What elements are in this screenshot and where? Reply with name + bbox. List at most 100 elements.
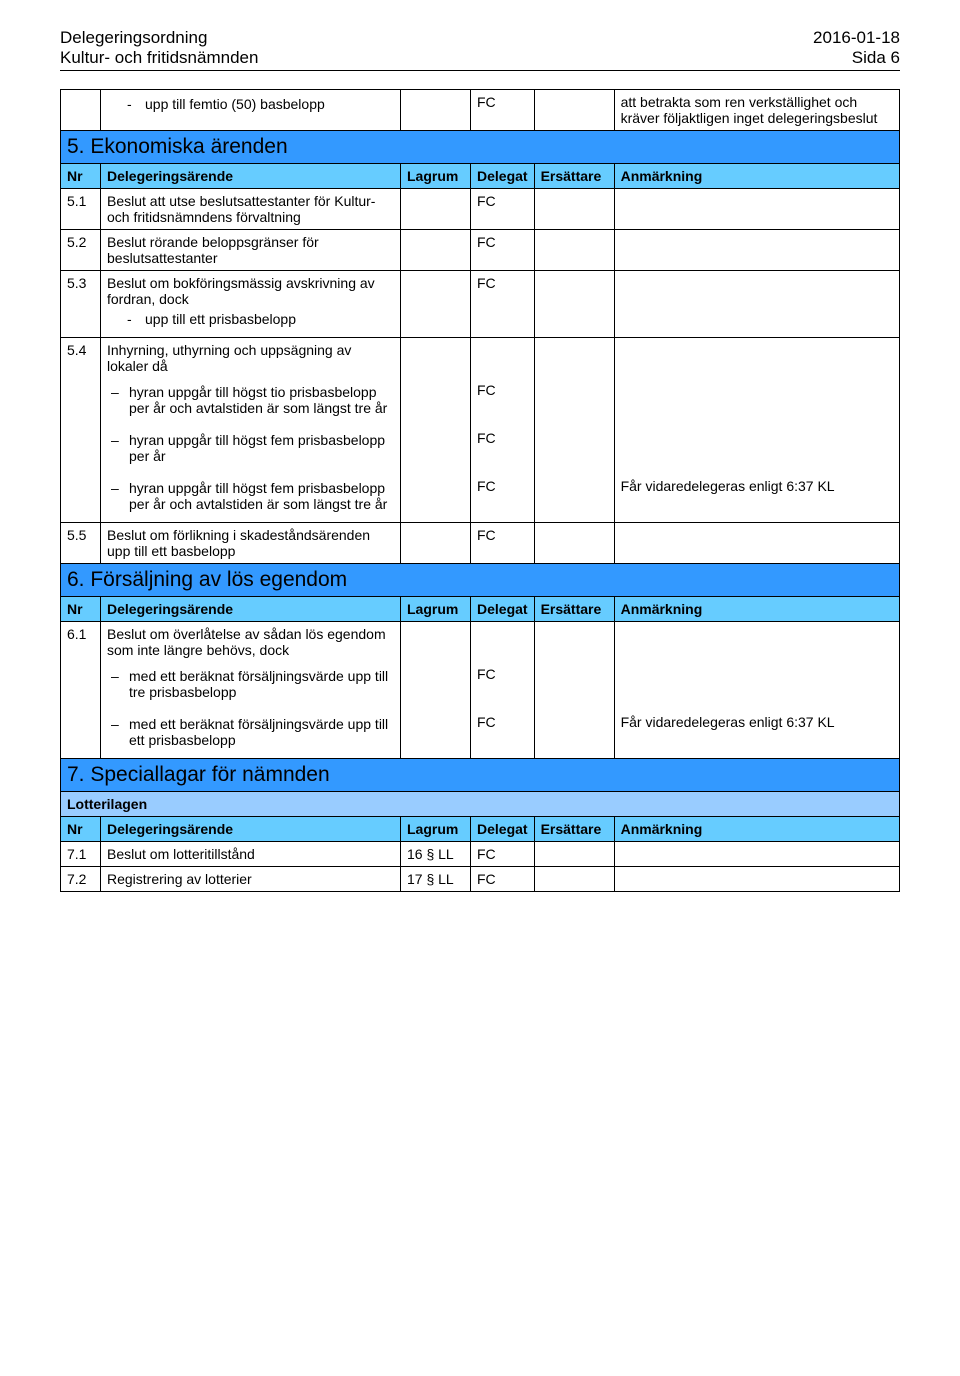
cell-desc: Beslut att utse beslutsattestanter för K… <box>101 189 401 230</box>
cell-ersattare <box>534 189 614 230</box>
cell-delegat: FC <box>471 189 535 230</box>
list-item: upp till femtio (50) basbelopp <box>145 96 394 112</box>
col-ers: Ersättare <box>534 597 614 622</box>
table-row: 5.1 Beslut att utse beslutsattestanter f… <box>61 189 900 230</box>
cell-lagrum <box>401 710 471 759</box>
section-title: 7. Speciallagar för nämnden <box>61 759 900 792</box>
cell-lagrum <box>401 622 471 663</box>
cell-nr <box>61 710 101 759</box>
cell-desc: Beslut om överlåtelse av sådan lös egend… <box>101 622 401 663</box>
page-number: Sida 6 <box>813 48 900 68</box>
col-anm: Anmärkning <box>614 164 899 189</box>
list-item: hyran uppgår till högst tio prisbasbelop… <box>129 384 394 416</box>
table-row: med ett beräknat försäljningsvärde upp t… <box>61 710 900 759</box>
cell-desc: med ett beräknat försäljningsvärde upp t… <box>101 710 401 759</box>
committee-name: Kultur- och fritidsnämnden <box>60 48 258 68</box>
table-row: med ett beräknat försäljningsvärde upp t… <box>61 662 900 710</box>
cell-anm: Får vidaredelegeras enligt 6:37 KL <box>614 710 899 759</box>
header-left: Delegeringsordning Kultur- och fritidsnä… <box>60 28 258 68</box>
cell-ersattare <box>534 338 614 379</box>
table-row: hyran uppgår till högst fem prisbasbelop… <box>61 474 900 523</box>
cell-nr <box>61 426 101 474</box>
cell-desc: Beslut om lotteritillstånd <box>101 842 401 867</box>
page-header: Delegeringsordning Kultur- och fritidsnä… <box>60 28 900 71</box>
list-item: med ett beräknat försäljningsvärde upp t… <box>129 668 394 700</box>
col-nr: Nr <box>61 597 101 622</box>
list-item: hyran uppgår till högst fem prisbasbelop… <box>129 480 394 512</box>
cell-desc: Beslut om bokföringsmässig avskrivning a… <box>101 271 401 338</box>
header-right: 2016-01-18 Sida 6 <box>813 28 900 68</box>
cell-lagrum <box>401 271 471 338</box>
doc-date: 2016-01-18 <box>813 28 900 48</box>
cell-anm: att betrakta som ren verkställighet och … <box>614 90 899 131</box>
cell-desc: Registrering av lotterier <box>101 867 401 892</box>
table-row: 5.4 Inhyrning, uthyrning och uppsägning … <box>61 338 900 379</box>
col-nr: Nr <box>61 817 101 842</box>
cell-lagrum: 17 § LL <box>401 867 471 892</box>
cell-desc-lead: Beslut om bokföringsmässig avskrivning a… <box>107 275 394 307</box>
table-row: 6.1 Beslut om överlåtelse av sådan lös e… <box>61 622 900 663</box>
cell-desc: hyran uppgår till högst fem prisbasbelop… <box>101 474 401 523</box>
delegation-table: upp till femtio (50) basbelopp FC att be… <box>60 89 900 892</box>
cell-nr: 7.1 <box>61 842 101 867</box>
col-desc: Delegeringsärende <box>101 817 401 842</box>
section-title: 5. Ekonomiska ärenden <box>61 131 900 164</box>
cell-anm <box>614 867 899 892</box>
cell-lagrum: 16 § LL <box>401 842 471 867</box>
cell-nr: 5.5 <box>61 523 101 564</box>
cell-ersattare <box>534 662 614 710</box>
table-row: upp till femtio (50) basbelopp FC att be… <box>61 90 900 131</box>
table-row: hyran uppgår till högst tio prisbasbelop… <box>61 378 900 426</box>
cell-delegat: FC <box>471 230 535 271</box>
cell-lagrum <box>401 523 471 564</box>
cell-ersattare <box>534 271 614 338</box>
section-title: 6. Försäljning av lös egendom <box>61 564 900 597</box>
page: Delegeringsordning Kultur- och fritidsnä… <box>0 0 960 932</box>
cell-delegat: FC <box>471 474 535 523</box>
cell-delegat <box>471 622 535 663</box>
cell-desc: Inhyrning, uthyrning och uppsägning av l… <box>101 338 401 379</box>
table-row: 5.5 Beslut om förlikning i skadeståndsär… <box>61 523 900 564</box>
col-anm: Anmärkning <box>614 817 899 842</box>
col-desc: Delegeringsärende <box>101 164 401 189</box>
col-ers: Ersättare <box>534 164 614 189</box>
cell-ersattare <box>534 842 614 867</box>
cell-delegat: FC <box>471 271 535 338</box>
cell-anm <box>614 189 899 230</box>
cell-ersattare <box>534 622 614 663</box>
cell-desc: upp till femtio (50) basbelopp <box>101 90 401 131</box>
cell-anm <box>614 271 899 338</box>
section-header-row: Nr Delegeringsärende Lagrum Delegat Ersä… <box>61 164 900 189</box>
section-subheading: Lotterilagen <box>61 792 900 817</box>
section-title-row: 6. Försäljning av lös egendom <box>61 564 900 597</box>
cell-desc: med ett beräknat försäljningsvärde upp t… <box>101 662 401 710</box>
table-row: 7.1 Beslut om lotteritillstånd 16 § LL F… <box>61 842 900 867</box>
cell-ersattare <box>534 867 614 892</box>
cell-ersattare <box>534 523 614 564</box>
table-row: 5.3 Beslut om bokföringsmässig avskrivni… <box>61 271 900 338</box>
col-delegat: Delegat <box>471 817 535 842</box>
cell-lagrum <box>401 90 471 131</box>
cell-delegat: FC <box>471 523 535 564</box>
cell-delegat <box>471 338 535 379</box>
cell-anm <box>614 842 899 867</box>
cell-ersattare <box>534 230 614 271</box>
cell-delegat: FC <box>471 662 535 710</box>
cell-nr <box>61 662 101 710</box>
cell-delegat: FC <box>471 378 535 426</box>
cell-desc: hyran uppgår till högst fem prisbasbelop… <box>101 426 401 474</box>
cell-nr <box>61 90 101 131</box>
cell-nr: 5.4 <box>61 338 101 379</box>
cell-lagrum <box>401 474 471 523</box>
list-item: med ett beräknat försäljningsvärde upp t… <box>129 716 394 748</box>
col-desc: Delegeringsärende <box>101 597 401 622</box>
cell-lagrum <box>401 338 471 379</box>
cell-delegat: FC <box>471 90 535 131</box>
cell-desc: Beslut om förlikning i skadeståndsärende… <box>101 523 401 564</box>
col-nr: Nr <box>61 164 101 189</box>
cell-lagrum <box>401 662 471 710</box>
cell-anm <box>614 622 899 663</box>
cell-anm <box>614 338 899 379</box>
list-item: hyran uppgår till högst fem prisbasbelop… <box>129 432 394 464</box>
cell-nr: 5.3 <box>61 271 101 338</box>
